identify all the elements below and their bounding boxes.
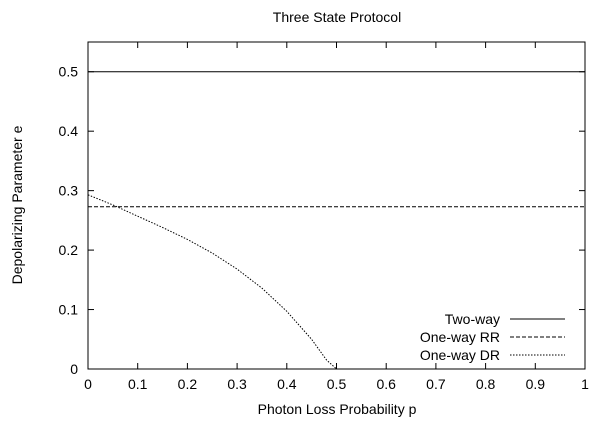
x-tick-label: 0.4 (277, 376, 297, 392)
y-axis: 0 0.1 0.2 0.3 0.4 0.5 (59, 64, 585, 377)
legend-label: One-way RR (420, 329, 500, 345)
y-tick-label: 0.5 (59, 64, 79, 80)
x-tick-label: 0.9 (526, 376, 546, 392)
x-tick-label: 0.7 (426, 376, 446, 392)
x-axis: 0 0.1 0.2 0.3 0.4 0.5 0.6 0.7 0.8 0.9 1 (84, 42, 589, 392)
legend: Two-way One-way RR One-way DR (420, 311, 565, 363)
y-tick-label: 0.4 (59, 123, 79, 139)
y-tick-label: 0.3 (59, 183, 79, 199)
series-line-one-way-dr (87, 194, 585, 370)
series-layer (87, 71, 585, 370)
x-tick-label: 0.5 (327, 376, 347, 392)
y-tick-label: 0.1 (59, 302, 79, 318)
x-tick-label: 0.6 (376, 376, 396, 392)
legend-label: Two-way (445, 311, 500, 327)
y-axis-label: Depolarizing Parameter e (9, 125, 25, 284)
x-tick-label: 0.2 (178, 376, 198, 392)
chart-title: Three State Protocol (273, 9, 401, 25)
y-tick-label: 0 (70, 361, 78, 377)
x-axis-label: Photon Loss Probability p (258, 401, 417, 417)
y-tick-label: 0.2 (59, 242, 79, 258)
x-tick-label: 0 (84, 376, 92, 392)
x-tick-label: 0.3 (227, 376, 247, 392)
legend-label: One-way DR (420, 347, 500, 363)
x-tick-label: 1 (581, 376, 589, 392)
x-tick-label: 0.8 (476, 376, 496, 392)
x-tick-label: 0.1 (128, 376, 148, 392)
plot-frame (87, 41, 586, 370)
